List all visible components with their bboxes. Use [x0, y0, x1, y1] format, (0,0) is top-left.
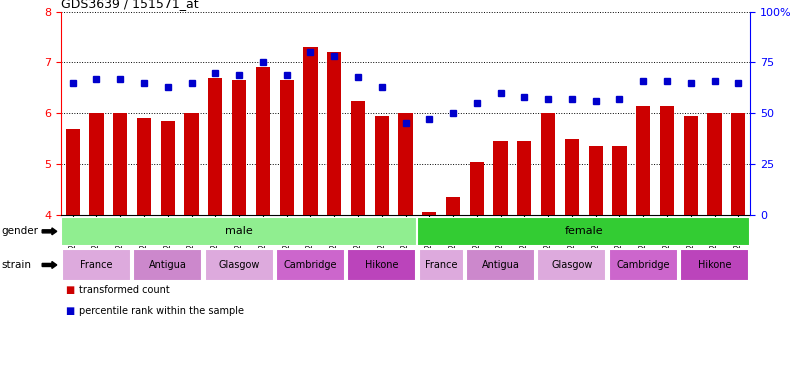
Text: strain: strain: [2, 260, 32, 270]
Bar: [62, 250, 131, 280]
Bar: [636, 106, 650, 215]
Bar: [398, 113, 413, 215]
Bar: [61, 217, 418, 246]
Bar: [204, 250, 273, 280]
Bar: [564, 139, 579, 215]
Text: Cambridge: Cambridge: [284, 260, 337, 270]
Text: transformed count: transformed count: [79, 285, 169, 295]
Bar: [418, 250, 464, 280]
Bar: [493, 141, 508, 215]
Text: Glasgow: Glasgow: [218, 260, 260, 270]
Text: gender: gender: [2, 226, 39, 237]
Bar: [113, 113, 127, 215]
Text: ■: ■: [65, 285, 74, 295]
Bar: [184, 113, 199, 215]
Bar: [684, 116, 698, 215]
Bar: [137, 118, 151, 215]
Bar: [327, 52, 341, 215]
Bar: [466, 250, 535, 280]
Text: female: female: [564, 226, 603, 237]
Bar: [446, 197, 460, 215]
Bar: [470, 162, 484, 215]
Bar: [680, 250, 749, 280]
Bar: [660, 106, 674, 215]
Text: Antigua: Antigua: [149, 260, 187, 270]
Bar: [133, 250, 202, 280]
Bar: [208, 78, 222, 215]
Bar: [732, 113, 745, 215]
Bar: [538, 250, 607, 280]
Text: GDS3639 / 151571_at: GDS3639 / 151571_at: [61, 0, 199, 10]
Bar: [89, 113, 104, 215]
Bar: [612, 146, 627, 215]
Bar: [418, 217, 750, 246]
Bar: [347, 250, 416, 280]
Bar: [609, 250, 678, 280]
Text: percentile rank within the sample: percentile rank within the sample: [79, 306, 243, 316]
Bar: [423, 212, 436, 215]
Bar: [276, 250, 345, 280]
Text: Antigua: Antigua: [482, 260, 520, 270]
Bar: [541, 113, 556, 215]
Text: Hikone: Hikone: [365, 260, 398, 270]
Bar: [303, 47, 318, 215]
Text: ■: ■: [65, 306, 74, 316]
Text: Glasgow: Glasgow: [551, 260, 593, 270]
Text: France: France: [425, 260, 457, 270]
Text: male: male: [225, 226, 253, 237]
Text: Hikone: Hikone: [697, 260, 732, 270]
Bar: [589, 146, 603, 215]
Bar: [707, 113, 722, 215]
Bar: [232, 80, 247, 215]
Bar: [351, 101, 365, 215]
Text: Cambridge: Cambridge: [616, 260, 670, 270]
Bar: [280, 80, 294, 215]
Bar: [375, 116, 388, 215]
Text: France: France: [80, 260, 113, 270]
Bar: [161, 121, 175, 215]
Bar: [255, 68, 270, 215]
Bar: [517, 141, 531, 215]
Bar: [66, 129, 79, 215]
